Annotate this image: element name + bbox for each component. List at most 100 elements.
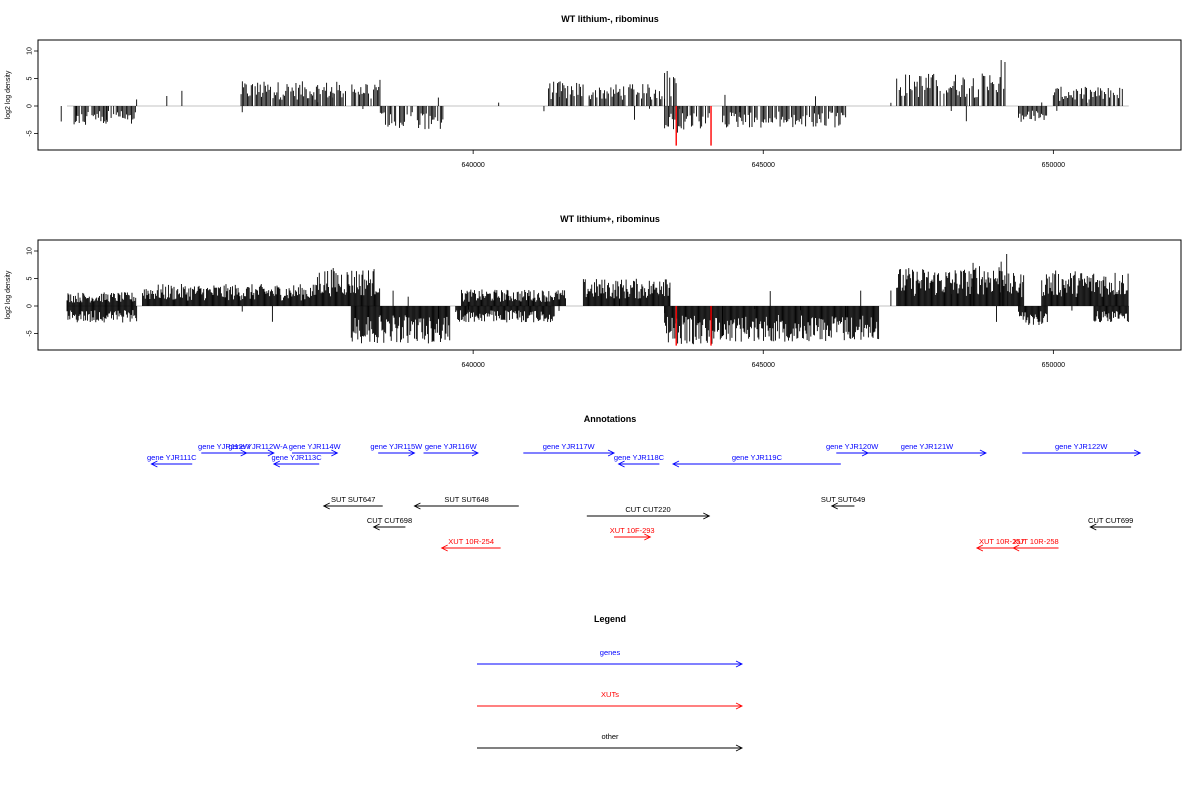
- arrow-head: [267, 449, 275, 457]
- x-tick-label: 650000: [1042, 162, 1065, 169]
- x-tick-label: 645000: [752, 162, 775, 169]
- annotations-title: Annotations: [584, 414, 637, 424]
- annotation-label: CUT CUT698: [367, 516, 412, 525]
- plot-frame: [37, 39, 1182, 151]
- y-tick-label: 0: [27, 104, 34, 108]
- arrow-head: [703, 512, 711, 520]
- arrow-head: [372, 523, 380, 531]
- annotation-gene: gene YJR114W: [289, 442, 342, 457]
- axes: -5 0 5 10 640000 645000 650000: [27, 47, 1066, 169]
- annotation-label: gene YJR119C: [732, 453, 783, 462]
- annotation-gene: gene YJR119C: [671, 453, 841, 468]
- x-tick-label: 650000: [1042, 362, 1065, 369]
- x-tick-label: 640000: [461, 162, 484, 169]
- annotation-label: SUT SUT648: [444, 495, 488, 504]
- bar-series: [66, 254, 1129, 346]
- x-tick-label: 640000: [461, 362, 484, 369]
- chart-panel-lithium-plus: WT lithium+, ribominus log2 log density …: [5, 214, 1182, 369]
- annotation-other: CUT CUT698: [367, 516, 412, 531]
- annotation-label: gene YJR114W: [289, 442, 342, 451]
- legend-title: Legend: [594, 614, 626, 624]
- annotation-label: gene YJR113C: [271, 453, 322, 462]
- arrow-head: [975, 544, 984, 552]
- annotation-xut: XUT 10R-258: [1012, 537, 1059, 552]
- annotation-xut: XUT 10F-293: [610, 526, 655, 541]
- annotation-label: gene YJR122W: [1055, 442, 1108, 451]
- arrow-head: [150, 460, 158, 468]
- arrow-head: [331, 449, 339, 457]
- annotation-other: SUT SUT649: [821, 495, 865, 510]
- x-tick-label: 645000: [752, 362, 775, 369]
- arrow-head: [644, 533, 652, 541]
- annotation-label: XUT 10F-293: [610, 526, 655, 535]
- annotation-gene: gene YJR115W: [370, 442, 423, 457]
- y-tick-label: 5: [27, 76, 34, 80]
- annotation-label: XUT 10R-258: [1013, 537, 1059, 546]
- chart-title: WT lithium-, ribominus: [561, 14, 659, 24]
- annotation-gene: gene YJR116W: [423, 442, 479, 457]
- annotation-label: gene YJR121W: [901, 442, 954, 451]
- y-tick-label: -5: [27, 130, 34, 136]
- annotation-gene: gene YJR118C: [614, 453, 665, 468]
- annotation-label: gene YJR117W: [543, 442, 596, 451]
- annotation-label: SUT SUT649: [821, 495, 865, 504]
- legend-item-other: other: [477, 732, 744, 752]
- arrow-head: [471, 449, 479, 457]
- annotation-gene: gene YJR122W: [1022, 442, 1142, 457]
- annotation-gene: gene YJR120W: [826, 442, 879, 457]
- arrow-head: [440, 544, 448, 552]
- annotation-gene: gene YJR121W: [868, 442, 987, 457]
- arrow-head: [1089, 523, 1097, 531]
- annotation-label: gene YJR112W-A: [228, 442, 287, 451]
- annotation-label: XUT 10R-254: [448, 537, 494, 546]
- arrow-head: [830, 502, 838, 510]
- annotation-gene: gene YJR112W-A: [228, 442, 288, 457]
- axes: -5 0 5 10 640000 645000 650000: [27, 247, 1066, 369]
- annotation-other: CUT CUT220: [586, 505, 711, 520]
- legend-label: genes: [600, 648, 621, 657]
- annotation-label: gene YJR120W: [826, 442, 879, 451]
- arrow-head: [617, 460, 625, 468]
- annotation-xut: XUT 10R-254: [440, 537, 501, 552]
- arrow-head: [1012, 544, 1020, 552]
- chart-title: WT lithium+, ribominus: [560, 214, 660, 224]
- y-tick-label: 10: [27, 47, 34, 55]
- y-axis-label: log2 log density: [5, 270, 12, 319]
- annotation-other: CUT CUT699: [1088, 516, 1133, 531]
- annotation-label: CUT CUT699: [1088, 516, 1133, 525]
- legend-label: XUTs: [601, 690, 619, 699]
- chart-panel-lithium-minus: WT lithium-, ribominus log2 log density …: [5, 14, 1182, 169]
- legend-items: genes XUTs other: [477, 648, 744, 752]
- arrow-head: [735, 660, 744, 668]
- y-tick-label: 5: [27, 276, 34, 280]
- legend-panel: Legend genes XUTs other: [477, 614, 744, 752]
- annotation-label: gene YJR115W: [370, 442, 423, 451]
- y-tick-label: 0: [27, 304, 34, 308]
- annotation-gene: gene YJR111C: [147, 453, 197, 468]
- arrow-head: [607, 449, 616, 457]
- legend-label: other: [601, 732, 619, 741]
- y-tick-label: 10: [27, 247, 34, 255]
- y-tick-label: -5: [27, 330, 34, 336]
- y-axis-label: log2 log density: [5, 70, 12, 119]
- legend-item-xut: XUTs: [477, 690, 744, 710]
- annotation-label: gene YJR116W: [425, 442, 478, 451]
- annotation-label: XUT 10R-257: [979, 537, 1025, 546]
- arrow-head: [322, 502, 330, 510]
- arrow-head: [1133, 449, 1142, 457]
- legend-item-gene: genes: [477, 648, 744, 668]
- plot-frame: [37, 239, 1182, 351]
- annotation-label: gene YJR118C: [614, 453, 665, 462]
- annotation-other: SUT SUT648: [413, 495, 519, 510]
- arrow-head: [671, 460, 680, 468]
- annotation-gene: gene YJR113C: [271, 453, 322, 468]
- arrow-head: [408, 449, 416, 457]
- bar-series: [60, 60, 1129, 146]
- arrow-head: [735, 702, 744, 710]
- annotation-label: gene YJR111C: [147, 453, 197, 462]
- annotation-other: SUT SUT647: [322, 495, 383, 510]
- annotation-label: gene YJR112W: [198, 442, 251, 451]
